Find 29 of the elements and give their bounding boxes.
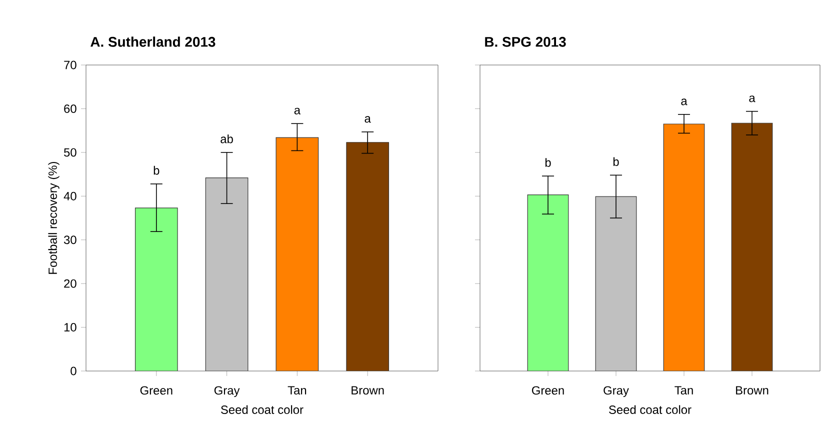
y-tick-label: 40 [64, 192, 76, 200]
y-tick-label: 70 [64, 60, 76, 70]
x-tick-label: Tan [674, 386, 693, 395]
chart-title: B. SPG 2013 [485, 36, 566, 47]
x-tick-label: Green [532, 386, 564, 395]
annotation: a [681, 98, 688, 106]
x-tick-label: Tan [288, 386, 306, 395]
x-tick-label: Gray [604, 386, 629, 398]
y-axis-title: Football recovery (%) [48, 162, 60, 274]
annotation: a [294, 108, 301, 114]
annotation: a [364, 116, 371, 123]
x-tick-label: Brown [736, 386, 768, 395]
y-tick-label: 10 [64, 323, 76, 332]
x-axis-title: Seed coat color [221, 405, 304, 414]
y-tick-label: 0 [70, 366, 76, 376]
y-tick-label: 30 [64, 236, 76, 244]
y-tick-label: 20 [64, 279, 76, 288]
x-tick-label: Brown [352, 386, 384, 395]
y-tick-label: 50 [64, 148, 76, 157]
annotation: a [749, 96, 756, 102]
x-axis-title: Seed coat color [609, 405, 692, 414]
annotation: b [154, 166, 160, 175]
annotation: b [613, 157, 619, 166]
x-tick-label: Green [140, 386, 172, 395]
x-tick-label: Gray [214, 386, 240, 398]
annotation: ab [220, 134, 233, 144]
chart-title: A. Sutherland 2013 [90, 36, 216, 47]
y-tick-label: 60 [64, 104, 76, 113]
annotation: b [545, 158, 551, 167]
